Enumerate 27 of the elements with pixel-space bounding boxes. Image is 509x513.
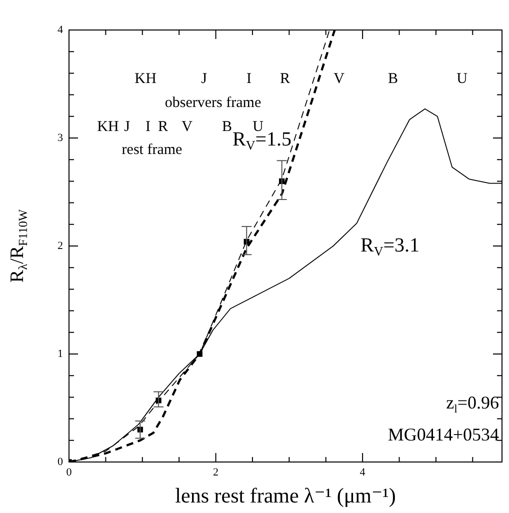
annotation: observers frame bbox=[164, 94, 262, 111]
y-tick-label: 3 bbox=[58, 132, 64, 144]
annotation: B bbox=[222, 118, 232, 135]
annotation: MG0414+0534 bbox=[388, 424, 499, 445]
y-axis-title: Rλ/RF110W bbox=[6, 209, 30, 283]
y-tick-label: 4 bbox=[58, 24, 64, 36]
annotation: KH bbox=[97, 118, 119, 135]
annotation: J bbox=[124, 118, 130, 135]
x-axis-title: lens rest frame λ⁻¹ (μm⁻¹) bbox=[175, 484, 396, 508]
annotation: V bbox=[334, 70, 345, 87]
y-tick-label: 0 bbox=[58, 456, 64, 468]
x-tick-label: 4 bbox=[360, 466, 366, 478]
y-tick-label: 1 bbox=[58, 348, 63, 360]
annotation: rest frame bbox=[122, 142, 183, 158]
annotation: I bbox=[146, 118, 150, 135]
annotation: B bbox=[388, 70, 398, 87]
annotation: U bbox=[456, 70, 468, 87]
x-tick-label: 0 bbox=[66, 466, 72, 478]
annotation: R bbox=[158, 118, 168, 135]
annotation: R bbox=[280, 70, 290, 87]
y-tick-label: 2 bbox=[58, 240, 63, 252]
annotation: V bbox=[182, 118, 193, 135]
annotation: K bbox=[134, 70, 146, 87]
annotation: H bbox=[146, 70, 157, 87]
annotation: J bbox=[201, 70, 208, 87]
annotation: I bbox=[246, 70, 252, 87]
x-tick-label: 2 bbox=[213, 466, 219, 478]
